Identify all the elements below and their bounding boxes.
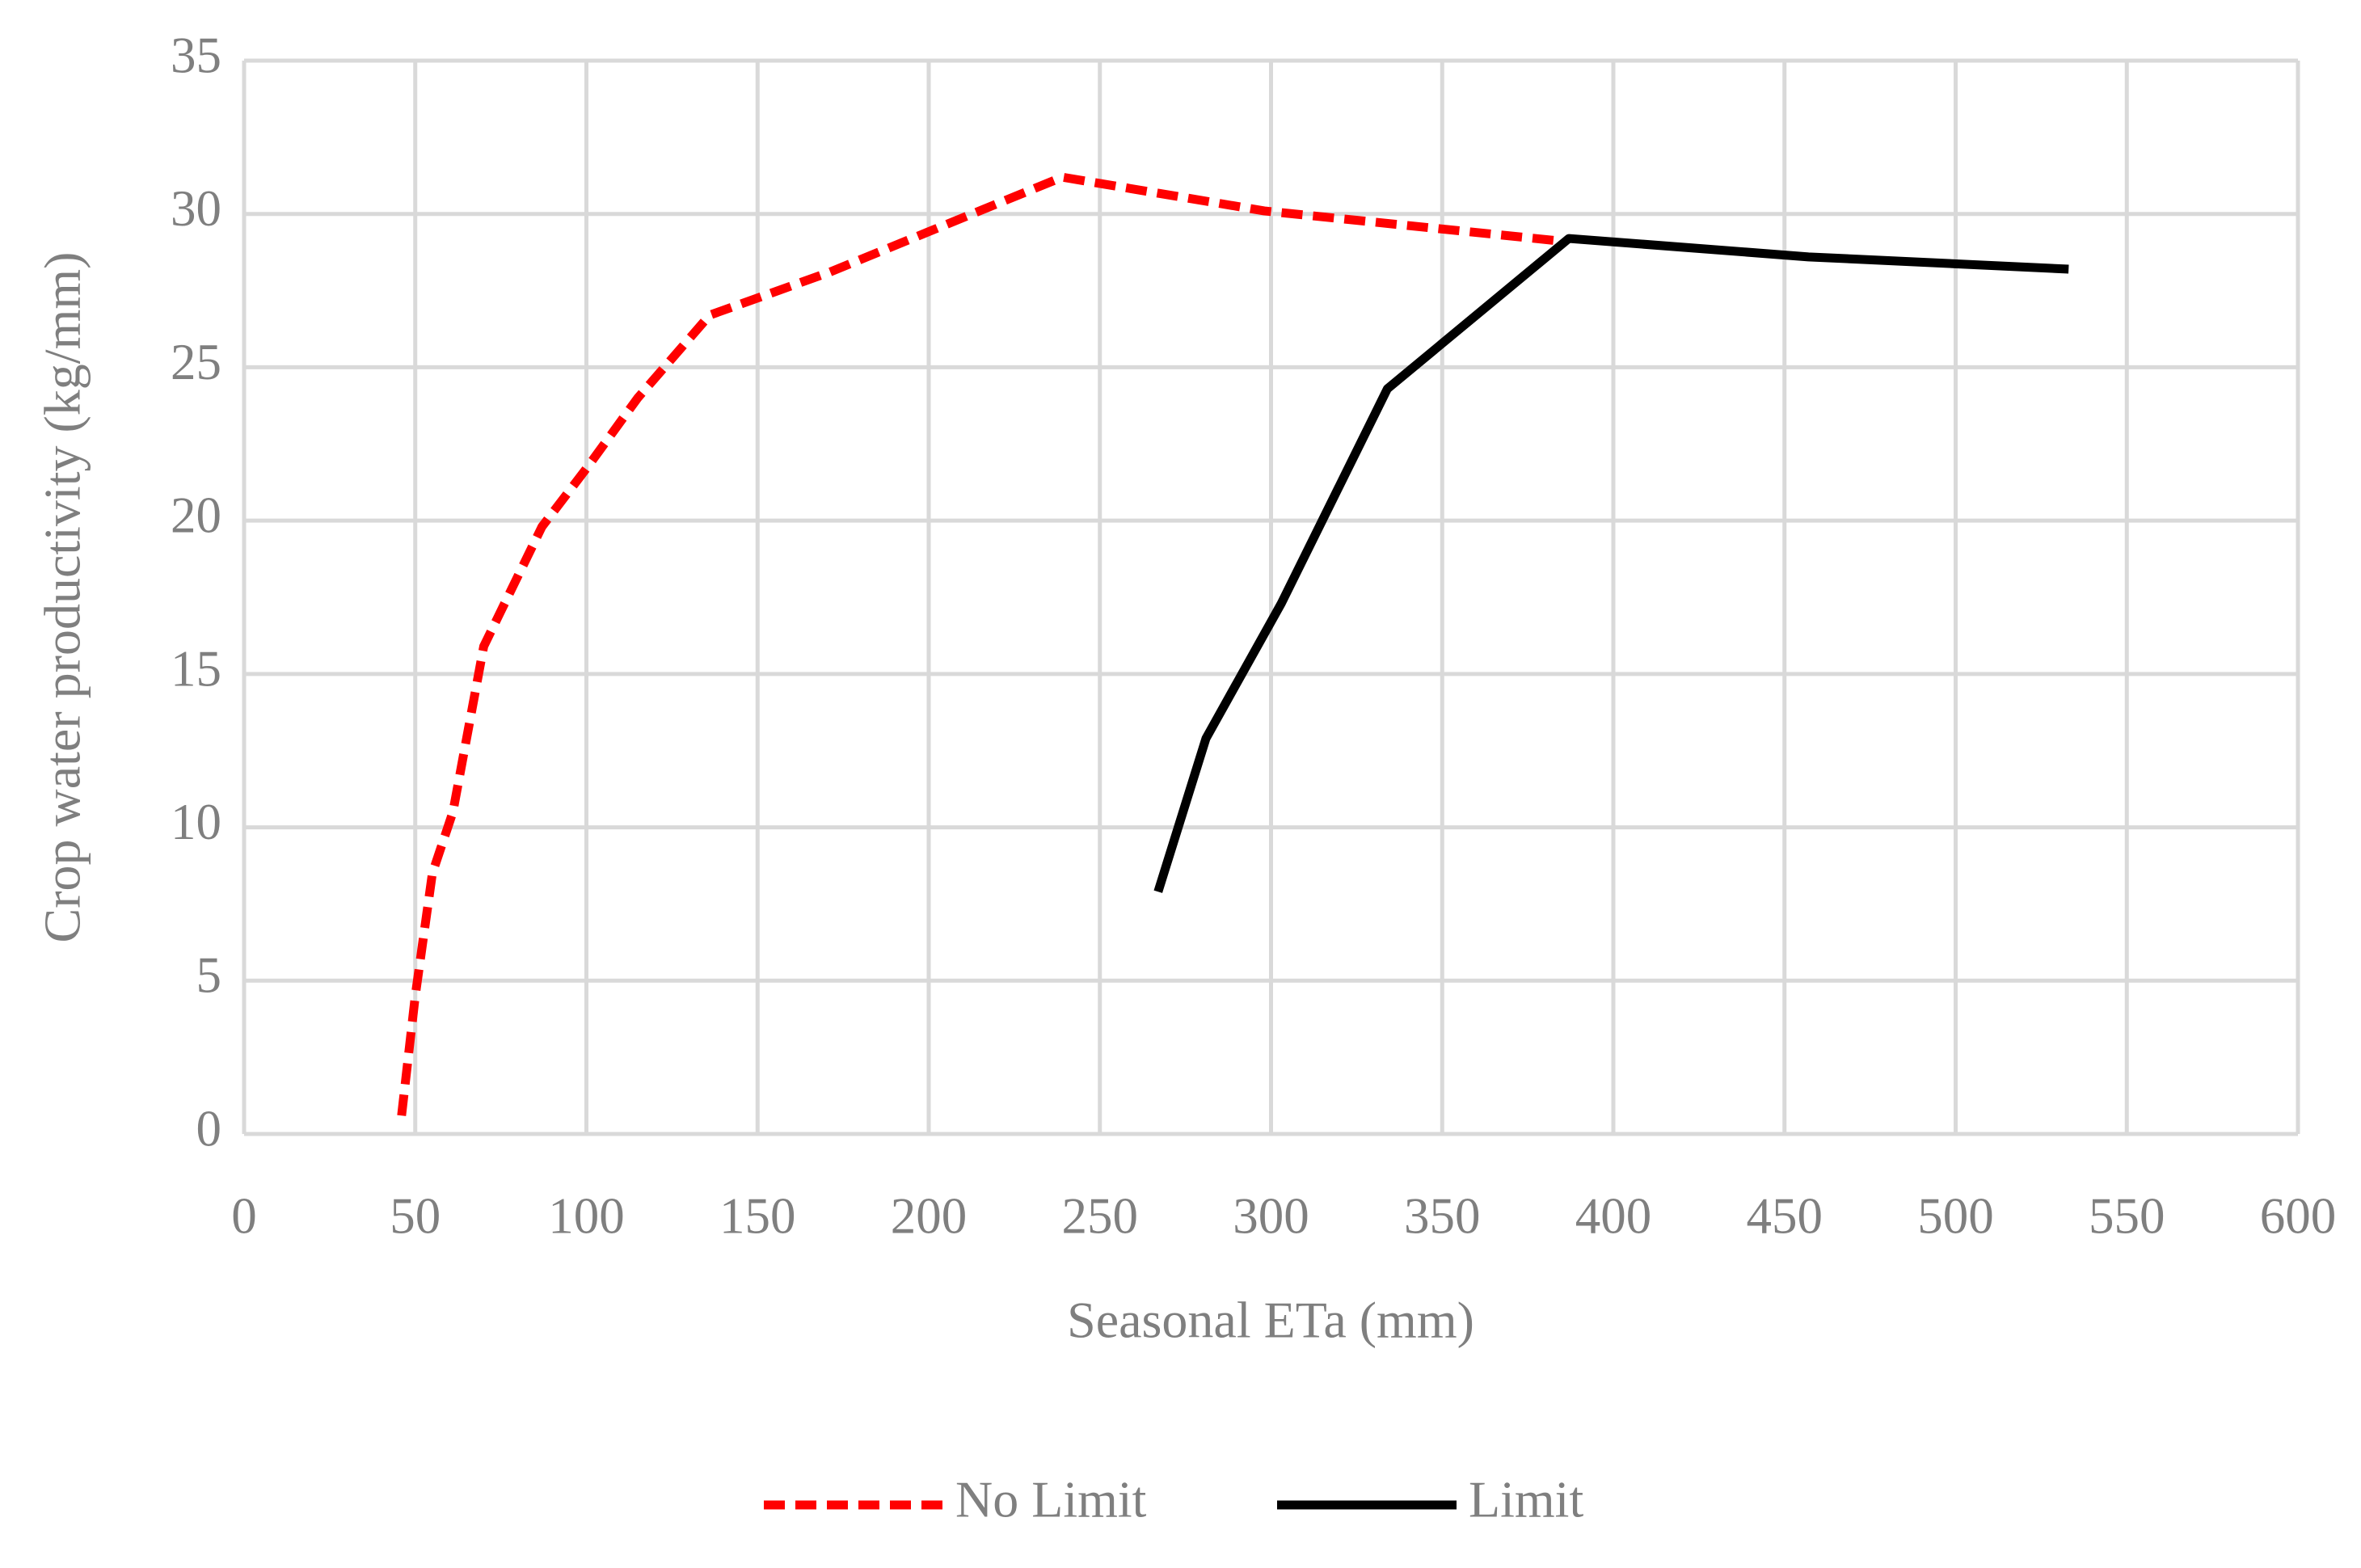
x-tick-label: 550 <box>2089 1187 2165 1244</box>
y-tick-label: 30 <box>171 180 221 237</box>
x-tick-label: 450 <box>1747 1187 1823 1244</box>
x-tick-label: 50 <box>390 1187 441 1244</box>
y-tick-label: 5 <box>196 947 222 1004</box>
y-tick-label: 20 <box>171 487 221 544</box>
series-line <box>1153 234 2069 893</box>
legend-label: No Limit <box>955 1471 1147 1528</box>
x-tick-label: 100 <box>548 1187 625 1244</box>
x-tick-label: 250 <box>1062 1187 1139 1244</box>
x-tick-label: 0 <box>231 1187 257 1244</box>
x-tick-label: 200 <box>891 1187 968 1244</box>
y-tick-label: 25 <box>171 334 221 390</box>
x-axis-label: Seasonal ETa (mm) <box>1067 1292 1474 1349</box>
x-tick-label: 300 <box>1233 1187 1309 1244</box>
series-line <box>397 172 1566 1116</box>
x-tick-label: 600 <box>2260 1187 2337 1244</box>
x-tick-label: 500 <box>1917 1187 1994 1244</box>
y-axis-label: Crop water productivity (kg/mm) <box>34 252 91 943</box>
x-tick-label: 350 <box>1404 1187 1481 1244</box>
y-tick-label: 15 <box>171 640 221 697</box>
x-tick-label: 400 <box>1575 1187 1652 1244</box>
legend-label: Limit <box>1469 1471 1583 1528</box>
y-tick-label: 35 <box>171 27 221 83</box>
x-tick-label: 150 <box>719 1187 796 1244</box>
y-tick-label: 0 <box>196 1100 222 1157</box>
y-tick-label: 10 <box>171 794 221 850</box>
